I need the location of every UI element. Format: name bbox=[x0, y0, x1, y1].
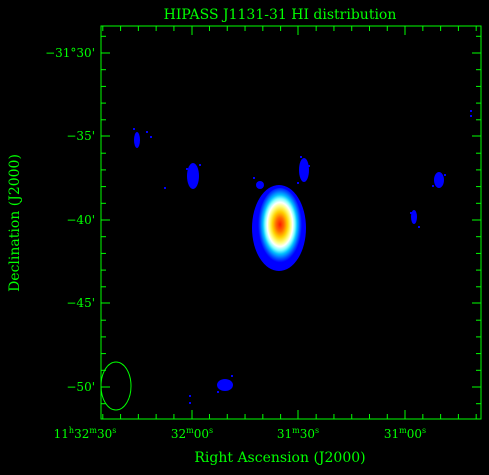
hi-dot bbox=[300, 156, 302, 158]
hi-dot bbox=[146, 131, 148, 133]
hi-dot bbox=[308, 165, 310, 167]
y-tick-label: −40' bbox=[66, 213, 95, 227]
y-tick-labels: −31°30' −35' −40' −45' −50' bbox=[45, 46, 95, 394]
hi-dot bbox=[189, 402, 191, 404]
x-axis-label: Right Ascension (J2000) bbox=[194, 450, 365, 466]
hi-source-body bbox=[258, 188, 302, 264]
hi-clump bbox=[299, 158, 309, 182]
y-tick-label: −50' bbox=[66, 380, 95, 394]
hi-clump bbox=[187, 163, 199, 189]
hi-main-source bbox=[252, 185, 306, 271]
y-tick-label: −31°30' bbox=[45, 46, 95, 60]
hi-dot bbox=[150, 136, 152, 138]
hi-dot bbox=[189, 395, 191, 397]
x-tick-label-0: 11h32m30s bbox=[54, 426, 117, 441]
hi-dot bbox=[432, 185, 434, 187]
hi-clump bbox=[256, 181, 264, 189]
hi-emission-clumps bbox=[133, 110, 472, 404]
plot-frame bbox=[100, 25, 482, 420]
hi-dot bbox=[164, 187, 166, 189]
axis-ticks bbox=[101, 26, 481, 419]
hi-dot bbox=[186, 168, 188, 170]
chart-title: HIPASS J1131-31 HI distribution bbox=[164, 7, 397, 23]
hi-dot bbox=[470, 110, 472, 112]
hi-dot bbox=[199, 164, 201, 166]
x-tick-label-1: 32m00s bbox=[171, 426, 213, 441]
hi-dot bbox=[470, 115, 472, 117]
x-tick-label-2: 31m30s bbox=[277, 426, 319, 441]
hi-clump bbox=[217, 379, 233, 391]
hi-dot bbox=[231, 375, 233, 377]
hi-dot bbox=[444, 174, 446, 176]
hi-dot bbox=[297, 182, 299, 184]
y-axis-label: Declination (J2000) bbox=[7, 154, 23, 292]
hi-clump bbox=[411, 210, 417, 224]
hi-dot bbox=[217, 391, 219, 393]
x-tick-labels: 11h32m30s 32m00s 31m30s 31m00s bbox=[54, 426, 426, 441]
hi-dot bbox=[133, 128, 135, 130]
hi-clump bbox=[434, 172, 444, 188]
x-tick-label-3: 31m00s bbox=[384, 426, 426, 441]
beam-ellipse bbox=[100, 361, 132, 411]
hi-dot bbox=[253, 177, 255, 179]
hi-dot bbox=[418, 226, 420, 228]
hi-clump bbox=[134, 132, 140, 148]
hi-dot bbox=[410, 212, 412, 214]
y-tick-label: −45' bbox=[66, 296, 95, 310]
y-tick-label: −35' bbox=[66, 129, 95, 143]
